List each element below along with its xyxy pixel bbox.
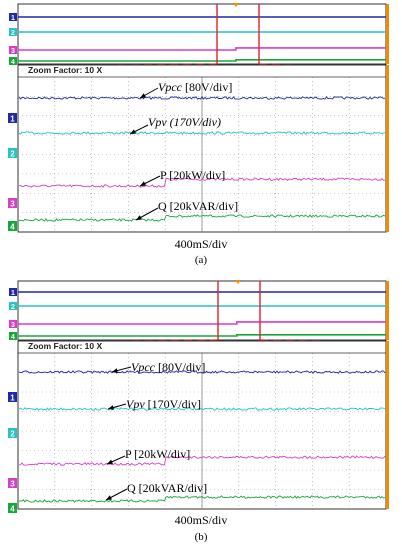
- channel-marker-box: [9, 302, 17, 310]
- channel-marker-box: [9, 320, 17, 328]
- zoom-trace-q: [18, 214, 386, 222]
- channel-marker-overview-4: 4: [9, 57, 17, 66]
- zoom-grid: [18, 353, 386, 509]
- channel-marker-box: [9, 57, 17, 65]
- channel-marker-zoom-2: 2: [8, 148, 17, 159]
- vpv-annotation: Vpv [170V/div]: [126, 397, 201, 411]
- channel-marker-overview-1: 1: [9, 13, 17, 22]
- zoom-right-bar: [386, 65, 389, 232]
- overview-frame: [17, 280, 387, 341]
- channel-marker-box: [8, 113, 17, 123]
- channel-marker-box: [8, 221, 17, 231]
- zoom-trace-vpcc: [18, 370, 386, 374]
- channel-marker-box: [9, 332, 17, 340]
- channel-marker-box: [8, 392, 17, 402]
- q-annotation: Q [20kVAR/div]: [158, 199, 239, 213]
- channel-marker-box: [9, 28, 17, 36]
- channel-number: 1: [10, 115, 15, 124]
- arrow-head-vpcc: [112, 368, 118, 373]
- overview-trace-p: [18, 321, 386, 325]
- channel-number: 3: [11, 48, 15, 55]
- channel-number: 2: [10, 150, 15, 159]
- p-annotation: P [20kW/div]: [160, 168, 226, 182]
- channel-number: 3: [11, 322, 15, 329]
- arrow-head-q: [106, 495, 112, 500]
- zoom-trace-vpv: [18, 131, 386, 135]
- scope-chart-a: 1 2 3 4 1 2 3 4: [8, 3, 389, 233]
- zoom-factor-label: Zoom Factor: 10 X: [28, 65, 103, 75]
- channel-marker-overview-2: 2: [9, 28, 17, 37]
- q-annotation: Q [20kVAR/div]: [127, 481, 208, 495]
- trigger-marker: [235, 280, 241, 284]
- channel-marker-box: [8, 428, 17, 438]
- panel-letter: (b): [194, 531, 208, 543]
- time-per-div: 400mS/div: [174, 237, 228, 251]
- zoom-trace-vpv: [18, 407, 386, 411]
- overview-right-bar: [386, 4, 389, 64]
- scope-chart-b: 1 2 3 4 1 2 3 4: [8, 280, 389, 514]
- zoom-trace-vpcc: [18, 96, 386, 100]
- channel-marker-zoom-1: 1: [8, 392, 17, 403]
- channel-number: 3: [10, 480, 15, 489]
- channel-marker-zoom-1: 1: [8, 113, 17, 124]
- channel-marker-overview-3: 3: [9, 320, 17, 329]
- channel-number: 3: [10, 200, 15, 209]
- channel-marker-zoom-3: 3: [8, 198, 17, 209]
- zoom-right-bar: [386, 341, 389, 509]
- arrow-head-vpv: [130, 129, 136, 134]
- channel-marker-zoom-3: 3: [8, 478, 17, 489]
- channel-marker-overview-1: 1: [9, 288, 17, 297]
- channel-number: 2: [11, 304, 15, 311]
- channel-marker-box: [8, 148, 17, 158]
- vpcc-annotation: Vpcc [80V/div]: [158, 80, 233, 94]
- overview-right-bar: [386, 281, 389, 340]
- arrow-head-p: [140, 181, 146, 186]
- channel-marker-overview-4: 4: [9, 332, 17, 341]
- channel-number: 4: [10, 505, 15, 514]
- zoom-trace-p: [18, 177, 386, 188]
- channel-marker-box: [9, 288, 17, 296]
- channel-marker-box: [9, 46, 17, 54]
- overview-trace-q: [18, 334, 386, 337]
- channel-marker-zoom-2: 2: [8, 428, 17, 439]
- vpv-annotation: Vpv (170V/div): [148, 115, 221, 129]
- channel-marker-box: [8, 478, 17, 488]
- channel-number: 1: [11, 15, 15, 22]
- overview-frame: [17, 3, 387, 65]
- channel-number: 4: [11, 334, 15, 341]
- vpcc-annotation: Vpcc [80V/div]: [131, 360, 206, 374]
- channel-number: 1: [11, 290, 15, 297]
- zoom-factor-label: Zoom Factor: 10 X: [28, 341, 103, 351]
- trigger-marker: [233, 3, 239, 7]
- channel-number: 2: [10, 430, 15, 439]
- arrow-head-q: [136, 215, 142, 220]
- channel-marker-zoom-4: 4: [8, 503, 17, 514]
- time-per-div: 400mS/div: [174, 513, 228, 527]
- zoom-trace-p: [18, 455, 386, 466]
- scope-panel-b: 1 2 3 4 1 2 3 4 Zoom Factor: 10 X Vpcc [80V/div…: [0, 275, 402, 550]
- arrow-head-p: [107, 459, 113, 464]
- channel-number: 4: [10, 223, 15, 232]
- zoom-trace-q: [18, 495, 386, 503]
- channel-marker-box: [8, 198, 17, 208]
- scope-panel-a: 1 2 3 4 1 2 3 4 Zoom Factor: 10 X Vpcc [80V/div…: [0, 0, 402, 268]
- arrow-head-vpcc: [140, 93, 146, 98]
- channel-marker-box: [9, 13, 17, 21]
- overview-trace-q: [18, 59, 386, 62]
- channel-number: 1: [10, 394, 15, 403]
- channel-marker-overview-2: 2: [9, 302, 17, 311]
- panel-letter: (a): [194, 254, 208, 266]
- channel-marker-zoom-4: 4: [8, 221, 17, 232]
- channel-number: 4: [11, 59, 15, 66]
- channel-number: 2: [11, 30, 15, 37]
- p-annotation: P [20kW/div]: [125, 447, 191, 461]
- channel-marker-box: [8, 503, 17, 513]
- channel-marker-overview-3: 3: [9, 46, 17, 55]
- overview-trace-p: [18, 47, 386, 51]
- arrow-head-vpv: [108, 405, 114, 410]
